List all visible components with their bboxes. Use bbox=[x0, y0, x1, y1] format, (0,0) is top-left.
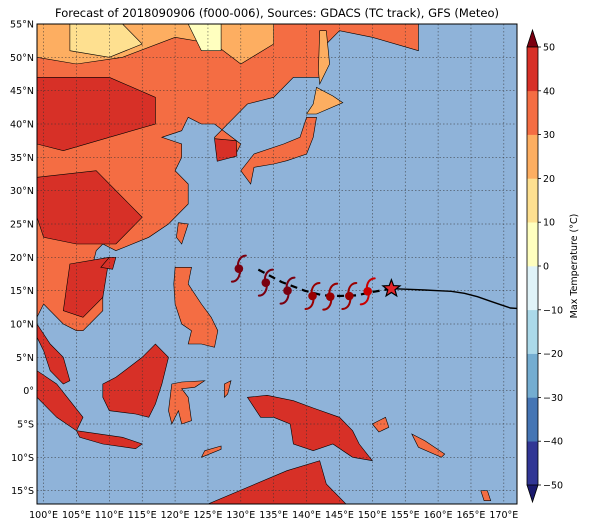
current-position-star-icon bbox=[381, 277, 402, 298]
colorbar-label: Max Temperature (°C) bbox=[569, 214, 580, 319]
cyclone-symbol-icon bbox=[279, 276, 296, 305]
lon-tick-label: 155°E bbox=[391, 510, 420, 521]
japan-honshu bbox=[240, 117, 317, 185]
colorbar-tick-label: 40 bbox=[543, 86, 555, 97]
siberia-cold bbox=[187, 24, 222, 52]
lon-tick-label: 100°E bbox=[29, 510, 58, 521]
halmahera bbox=[224, 380, 232, 399]
colorbar-tick-label: −50 bbox=[543, 481, 563, 492]
map-title: Forecast of 2018090906 (f000-006), Sourc… bbox=[55, 6, 499, 20]
lat-tick-label: 20°N bbox=[10, 253, 34, 264]
land-masses bbox=[37, 24, 492, 504]
lat-tick-label: 15°N bbox=[10, 286, 34, 297]
colorbar-tick-label: 20 bbox=[543, 174, 555, 185]
colorbar-tick-label: 10 bbox=[543, 218, 555, 229]
indochina-hot bbox=[62, 256, 110, 318]
cyclone-symbol-icon bbox=[230, 254, 247, 283]
lon-tick-label: 170°E bbox=[489, 510, 518, 521]
colorbar-swatch bbox=[527, 178, 538, 223]
colorbar-swatch bbox=[527, 266, 538, 311]
lat-tick-label: 50°N bbox=[10, 53, 34, 64]
cyclone-track bbox=[230, 254, 517, 311]
colorbar-tick-label: 30 bbox=[543, 130, 555, 141]
colorbar-tick-label: −10 bbox=[543, 305, 563, 316]
lat-tick-label: 5°N bbox=[16, 353, 34, 364]
colorbar-swatch bbox=[527, 441, 538, 486]
colorbar-swatch bbox=[527, 353, 538, 398]
sulawesi bbox=[168, 380, 206, 425]
lat-tick-label: 35°N bbox=[10, 153, 34, 164]
cyclone-symbol-icon bbox=[304, 282, 321, 310]
colorbar-swatch bbox=[527, 222, 538, 267]
taiwan bbox=[176, 222, 189, 245]
graticule bbox=[37, 24, 517, 504]
colorbar-tick-label: −20 bbox=[543, 349, 563, 360]
cyclone-symbol-icon bbox=[322, 282, 339, 311]
lat-tick-label: 0° bbox=[23, 386, 34, 397]
lon-tick-label: 145°E bbox=[325, 510, 354, 521]
lon-tick-label: 165°E bbox=[457, 510, 486, 521]
lat-tick-label: 10°S bbox=[11, 453, 34, 464]
hainan bbox=[100, 256, 117, 270]
lon-tick-label: 120°E bbox=[161, 510, 190, 521]
lat-tick-label: 15°S bbox=[11, 486, 34, 497]
hokkaido bbox=[306, 86, 344, 115]
lat-tick-label: 30°N bbox=[10, 186, 34, 197]
cyclone-symbol-icon bbox=[359, 277, 376, 306]
colorbar-tick-label: 0 bbox=[543, 262, 549, 273]
colorbar-swatch bbox=[527, 90, 538, 135]
lon-tick-label: 135°E bbox=[259, 510, 288, 521]
lat-tick-label: 55°N bbox=[10, 20, 34, 31]
mongolia-hot bbox=[37, 77, 156, 152]
lat-tick-label: 10°N bbox=[10, 320, 34, 331]
colorbar-tick-label: −40 bbox=[543, 437, 563, 448]
lat-tick-label: 5°S bbox=[17, 420, 34, 431]
forecast-cyclone-symbols bbox=[230, 254, 376, 311]
lon-tick-label: 105°E bbox=[62, 510, 91, 521]
lon-tick-label: 125°E bbox=[194, 510, 223, 521]
philippines bbox=[173, 266, 219, 348]
map-area bbox=[37, 24, 517, 504]
lat-tick-label: 40°N bbox=[10, 120, 34, 131]
colorbar-max-arrow bbox=[526, 28, 539, 48]
lon-tick-label: 110°E bbox=[95, 510, 124, 521]
lat-tick-label: 25°N bbox=[10, 220, 34, 231]
korea bbox=[214, 138, 238, 162]
colorbar-tick-label: −30 bbox=[543, 393, 563, 404]
lon-tick-label: 160°E bbox=[424, 510, 453, 521]
colorbar-tick-label: 50 bbox=[543, 43, 555, 54]
northern-australia bbox=[207, 460, 347, 504]
latitude-tick-labels: 55°N 50°N 45°N 40°N 35°N 30°N 25°N 20°N 15°N 10°N… bbox=[10, 20, 34, 498]
malay-peninsula bbox=[37, 323, 71, 385]
colorbar-swatch bbox=[527, 397, 538, 442]
lon-tick-label: 115°E bbox=[128, 510, 157, 521]
colorbar-min-arrow bbox=[526, 484, 539, 504]
longitude-tick-labels: 100°E 105°E 110°E 115°E 120°E 125°E 130°E 135°E… bbox=[29, 510, 518, 521]
java bbox=[75, 430, 143, 450]
solomon-islands bbox=[411, 433, 446, 458]
siberia-cool bbox=[69, 24, 143, 58]
lon-tick-label: 130°E bbox=[226, 510, 255, 521]
borneo bbox=[102, 343, 169, 418]
south-china-hot bbox=[37, 170, 143, 245]
lon-tick-label: 150°E bbox=[358, 510, 387, 521]
colorbar-swatch bbox=[527, 309, 538, 354]
past-track-line bbox=[392, 288, 517, 310]
lat-tick-label: 45°N bbox=[10, 86, 34, 97]
cyclone-symbol-icon bbox=[257, 268, 274, 297]
timor bbox=[200, 445, 222, 458]
cyclone-symbol-icon bbox=[341, 282, 358, 310]
map-frame bbox=[36, 23, 518, 505]
colorbar-swatch bbox=[527, 47, 538, 92]
colorbar-swatch bbox=[527, 134, 538, 179]
new-britain bbox=[371, 416, 390, 433]
lon-tick-label: 140°E bbox=[292, 510, 321, 521]
colorbar: 50 40 30 20 10 0 −10 −20 −30 −40 −50 bbox=[526, 28, 563, 504]
